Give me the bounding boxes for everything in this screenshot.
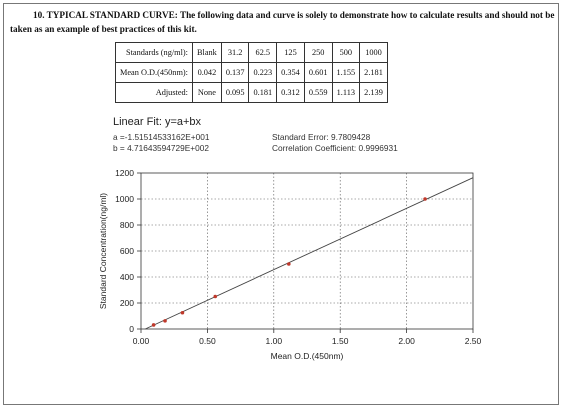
y-tick-label: 1200 [115, 168, 134, 178]
x-tick-label: 1.50 [332, 336, 349, 346]
data-points [151, 197, 427, 327]
y-tick-label: 600 [120, 246, 134, 256]
fit-param-b: b = 4.71643594729E+002 [113, 143, 209, 153]
x-tick-label: 0.50 [199, 336, 216, 346]
data-point [423, 197, 427, 201]
table-row: Mean O.D.(450nm): 0.042 0.137 0.223 0.35… [115, 62, 388, 83]
y-tick-label: 800 [120, 220, 134, 230]
table-cell: 1.113 [331, 82, 361, 103]
y-axis-label: Standard Concentration(ng/ml) [98, 193, 108, 309]
table-cell: 2.139 [359, 82, 388, 103]
fit-param-a: a =-1.51514533162E+001 [113, 132, 210, 142]
fit-line [145, 177, 474, 330]
y-tick-label: 200 [120, 298, 134, 308]
x-tick-label: 2.50 [465, 336, 482, 346]
x-tick-label: 0.00 [133, 336, 150, 346]
chart-grid [141, 173, 473, 329]
standard-error: Standard Error: 9.7809428 [272, 132, 371, 142]
y-tick-label: 0 [129, 324, 134, 334]
data-point [213, 294, 218, 299]
row-label: Standards (ng/ml): [115, 42, 193, 63]
fit-title: Linear Fit: y=a+bx [113, 116, 202, 128]
data-point [151, 323, 156, 327]
chart-ticks: 0 200 400 600 800 1000 1200 0.00 0.50 1.00 1.50 2.0… [115, 168, 481, 346]
data-point [163, 319, 167, 323]
standards-table: Standards (ng/ml): Blank 31.2 62.5 125 2… [115, 42, 388, 103]
x-axis-label: Mean O.D.(450nm) [271, 351, 344, 361]
x-tick-label: 2.00 [398, 336, 415, 346]
section-heading: 10. TYPICAL STANDARD CURVE: The followin… [10, 10, 555, 34]
page-frame [3, 3, 559, 405]
table-cell: None [191, 82, 222, 103]
table-cell: 0.095 [220, 82, 250, 103]
data-point [287, 262, 291, 266]
data-point [180, 310, 185, 315]
y-tick-label: 400 [120, 272, 134, 282]
row-label: Adjusted: [115, 82, 193, 103]
correlation-coefficient: Correlation Coefficient: 0.9996931 [272, 143, 398, 153]
x-tick-label: 1.00 [266, 336, 283, 346]
table-cell: 0.181 [248, 82, 278, 103]
table-row: Adjusted: None 0.095 0.181 0.312 0.559 1… [115, 82, 388, 103]
y-tick-label: 1000 [115, 194, 134, 204]
